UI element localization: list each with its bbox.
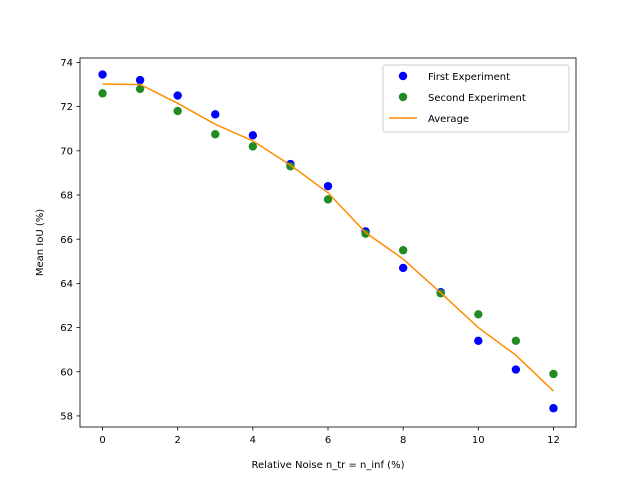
data-point: [323, 195, 333, 204]
data-point: [511, 365, 521, 374]
data-point: [474, 310, 483, 319]
data-point: [474, 336, 483, 346]
data-point: [248, 131, 258, 140]
x-tick-label: 6: [325, 435, 331, 446]
legend-box: [382, 64, 570, 133]
data-point: [211, 130, 220, 139]
data-point: [211, 110, 220, 119]
data-point: [398, 246, 408, 255]
legend-item: Second Experiment: [398, 92, 526, 104]
legend-label: Average: [428, 114, 469, 125]
data-point: [511, 336, 521, 346]
y-tick-label: 64: [60, 279, 73, 290]
y-tick-label: 62: [60, 323, 73, 334]
x-axis-label: Relative Noise n_tr = n_inf (%): [252, 460, 405, 471]
legend-label: First Experiment: [428, 72, 510, 83]
x-tick-label: 12: [547, 435, 560, 446]
x-tick-label: 10: [472, 435, 485, 446]
average-line: [102, 83, 554, 392]
data-point: [173, 91, 182, 100]
x-tick-label: 2: [175, 435, 181, 446]
legend-item: Average: [389, 114, 469, 125]
data-point: [549, 369, 558, 379]
data-point: [323, 181, 333, 191]
legend: First Experiment Second Experiment Average: [382, 64, 570, 133]
data-point: [248, 142, 258, 151]
x-tick-label: 0: [99, 435, 105, 446]
legend-point-marker: [398, 71, 408, 81]
legend-label: Second Experiment: [428, 93, 526, 104]
data-point: [398, 263, 408, 273]
x-tick-label: 8: [400, 435, 406, 446]
data-point: [98, 89, 107, 98]
data-point: [98, 70, 107, 79]
y-axis-label: Mean IoU (%): [35, 209, 46, 276]
y-tick-label: 66: [60, 235, 73, 246]
data-point: [135, 75, 145, 85]
data-point: [135, 84, 145, 94]
y-tick-label: 68: [60, 191, 73, 202]
data-point: [173, 106, 182, 116]
y-tick-label: 60: [60, 367, 73, 378]
legend-point-marker: [398, 92, 408, 102]
data-point: [549, 404, 558, 413]
series-average: [102, 83, 554, 392]
y-tick-label: 70: [60, 146, 73, 157]
y-tick-label: 72: [60, 102, 73, 113]
data-point: [361, 229, 370, 238]
x-tick-label: 4: [250, 435, 256, 446]
y-tick-label: 58: [60, 412, 73, 423]
y-tick-label: 74: [60, 58, 73, 69]
plot-area: [98, 70, 558, 413]
legend-item: First Experiment: [398, 71, 510, 83]
